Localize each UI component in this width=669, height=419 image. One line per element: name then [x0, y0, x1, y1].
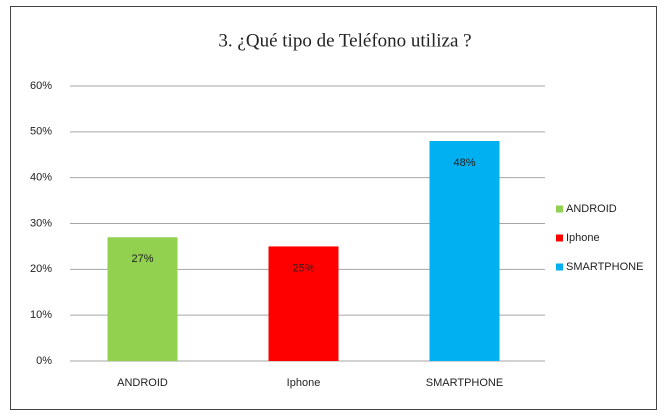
- data-label: 48%: [453, 157, 475, 169]
- y-tick-label: 20%: [30, 263, 52, 275]
- bar: [429, 141, 500, 361]
- legend-swatch: [556, 234, 563, 242]
- bar: [268, 246, 339, 361]
- x-tick-label: ANDROID: [117, 377, 168, 389]
- legend-label: SMARTPHONE: [566, 261, 643, 273]
- data-label: 27%: [131, 253, 153, 265]
- legend-label: ANDROID: [566, 203, 617, 215]
- chart-title: 3. ¿Qué tipo de Teléfono utiliza ?: [218, 30, 471, 51]
- y-tick-label: 60%: [30, 80, 52, 92]
- data-label: 25%: [292, 262, 314, 274]
- y-tick-label: 0%: [36, 355, 52, 367]
- legend-label: Iphone: [566, 232, 600, 244]
- y-tick-label: 50%: [30, 126, 52, 138]
- bar: [107, 237, 178, 361]
- x-tick-label: SMARTPHONE: [426, 377, 503, 389]
- y-tick-label: 30%: [30, 217, 52, 229]
- y-tick-label: 40%: [30, 172, 52, 184]
- y-tick-label: 10%: [30, 309, 52, 321]
- legend-swatch: [556, 205, 563, 213]
- legend-swatch: [556, 263, 563, 271]
- x-tick-label: Iphone: [287, 377, 321, 389]
